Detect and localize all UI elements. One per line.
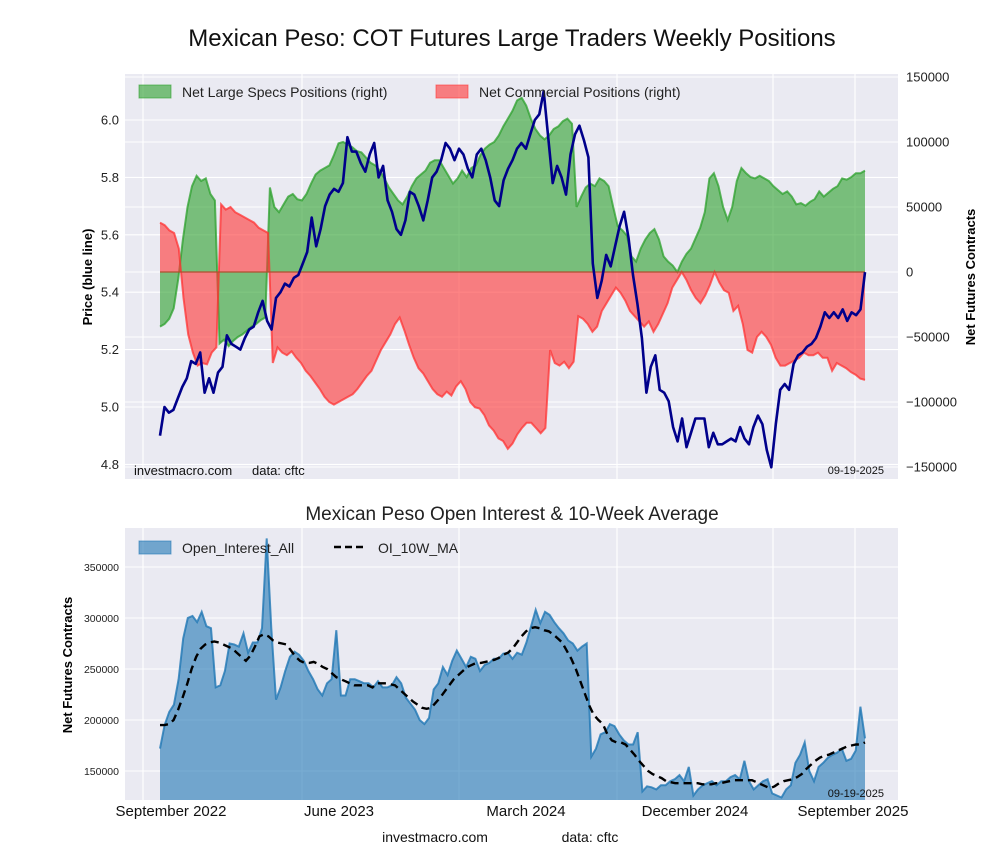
price-axis-label: Price (blue line) [80, 229, 95, 326]
legend-label-open-interest: Open_Interest_All [182, 540, 294, 556]
legend-swatch-commercial [435, 84, 469, 99]
open-interest-tick-label: 200000 [84, 715, 119, 727]
data-note: data: cftc [252, 463, 305, 478]
price-axis-ticks: 4.8 5.0 5.2 5.4 5.6 5.8 6.0 [101, 113, 119, 472]
positions-areas [159, 96, 866, 451]
open-interest-title: Mexican Peso Open Interest & 10-Week Ave… [305, 504, 718, 525]
legend-label-commercial: Net Commercial Positions (right) [479, 84, 681, 100]
main-chart-title: Mexican Peso: COT Futures Large Traders … [188, 25, 835, 52]
contracts-tick-label: −100000 [906, 395, 957, 410]
source-note: investmacro.com [134, 463, 232, 478]
legend-label-specs: Net Large Specs Positions (right) [182, 84, 387, 100]
price-tick-label: 5.6 [101, 227, 119, 242]
price-line-group [158, 90, 867, 469]
price-tick-label: 5.2 [101, 342, 119, 357]
specs-positions-line [159, 96, 866, 348]
contracts-tick-label: 100000 [906, 135, 949, 150]
contracts-tick-label: 50000 [906, 200, 942, 215]
date-tick-label: December 2024 [642, 803, 749, 820]
contracts-tick-label: −150000 [906, 460, 957, 475]
date-tick-label: June 2023 [304, 803, 374, 820]
open-interest-date-note: 09-19-2025 [828, 788, 884, 800]
commercial-positions-area [160, 204, 865, 449]
contracts-tick-label: −50000 [906, 330, 950, 345]
contracts-tick-label: 150000 [906, 70, 949, 85]
positions-panel: 4.8 5.0 5.2 5.4 5.6 5.8 6.0 −150000 −100000 −500… [80, 70, 978, 479]
price-tick-label: 4.8 [101, 457, 119, 472]
open-interest-tick-label: 250000 [84, 664, 119, 676]
open-interest-tick-label: 150000 [84, 766, 119, 778]
price-tick-label: 5.4 [101, 285, 119, 300]
price-tick-label: 6.0 [101, 113, 119, 128]
legend-swatch-specs [138, 84, 172, 99]
footer-data: data: cftc [562, 829, 619, 845]
open-interest-area [160, 538, 865, 800]
legend-label-ma: OI_10W_MA [378, 540, 459, 556]
open-interest-axis-label: Net Futures Contracts [60, 597, 75, 734]
contracts-tick-label: 0 [906, 265, 913, 280]
open-interest-tick-label: 300000 [84, 613, 119, 625]
open-interest-legend: Open_Interest_All OI_10W_MA [138, 540, 459, 556]
date-tick-label: September 2022 [116, 803, 227, 820]
contracts-axis-label: Net Futures Contracts [963, 209, 978, 346]
contracts-axis-ticks: −150000 −100000 −50000 0 50000 100000 150000 [906, 70, 957, 475]
specs-positions-area [160, 97, 865, 347]
open-interest-line [159, 538, 866, 799]
open-interest-areas [159, 538, 866, 800]
open-interest-axis-ticks: 150000 200000 250000 300000 350000 [84, 562, 119, 778]
price-line [158, 90, 867, 469]
date-note: 09-19-2025 [828, 465, 884, 477]
date-axis-ticks: September 2022 June 2023 March 2024 Decembe… [116, 803, 909, 820]
commercial-positions-line [159, 201, 866, 451]
price-tick-label: 5.0 [101, 400, 119, 415]
open-interest-tick-label: 350000 [84, 562, 119, 574]
positions-legend: Net Large Specs Positions (right) Net Co… [138, 84, 681, 100]
date-tick-label: September 2025 [798, 803, 909, 820]
date-tick-label: March 2024 [486, 803, 565, 820]
price-tick-label: 5.8 [101, 170, 119, 185]
footer-source: investmacro.com [382, 829, 488, 845]
open-interest-panel: 150000 200000 250000 300000 350000 September… [60, 528, 908, 820]
legend-swatch-open-interest [138, 540, 172, 555]
